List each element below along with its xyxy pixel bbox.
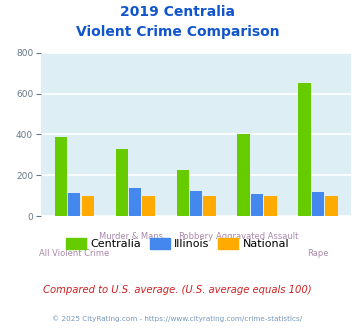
Bar xyxy=(251,194,263,216)
Text: Violent Crime Comparison: Violent Crime Comparison xyxy=(76,25,279,39)
Text: Aggravated Assault: Aggravated Assault xyxy=(216,232,298,242)
Text: © 2025 CityRating.com - https://www.cityrating.com/crime-statistics/: © 2025 CityRating.com - https://www.city… xyxy=(53,315,302,322)
Bar xyxy=(142,196,155,216)
Bar xyxy=(68,193,81,216)
Text: All Violent Crime: All Violent Crime xyxy=(39,249,109,258)
Text: Compared to U.S. average. (U.S. average equals 100): Compared to U.S. average. (U.S. average … xyxy=(43,285,312,295)
Text: Robbery: Robbery xyxy=(179,232,214,242)
Bar xyxy=(82,196,94,216)
Text: Rape: Rape xyxy=(307,249,329,258)
Bar xyxy=(55,137,67,216)
Bar xyxy=(190,191,202,216)
Text: 2019 Centralia: 2019 Centralia xyxy=(120,5,235,19)
Text: Murder & Mans...: Murder & Mans... xyxy=(99,232,171,242)
Bar xyxy=(237,135,250,216)
Bar xyxy=(176,170,189,216)
Bar xyxy=(129,187,141,216)
Bar xyxy=(203,196,216,216)
Bar xyxy=(264,196,277,216)
Legend: Centralia, Illinois, National: Centralia, Illinois, National xyxy=(61,233,294,253)
Bar xyxy=(116,149,128,216)
Bar xyxy=(312,192,324,216)
Bar xyxy=(325,196,338,216)
Bar xyxy=(299,83,311,216)
